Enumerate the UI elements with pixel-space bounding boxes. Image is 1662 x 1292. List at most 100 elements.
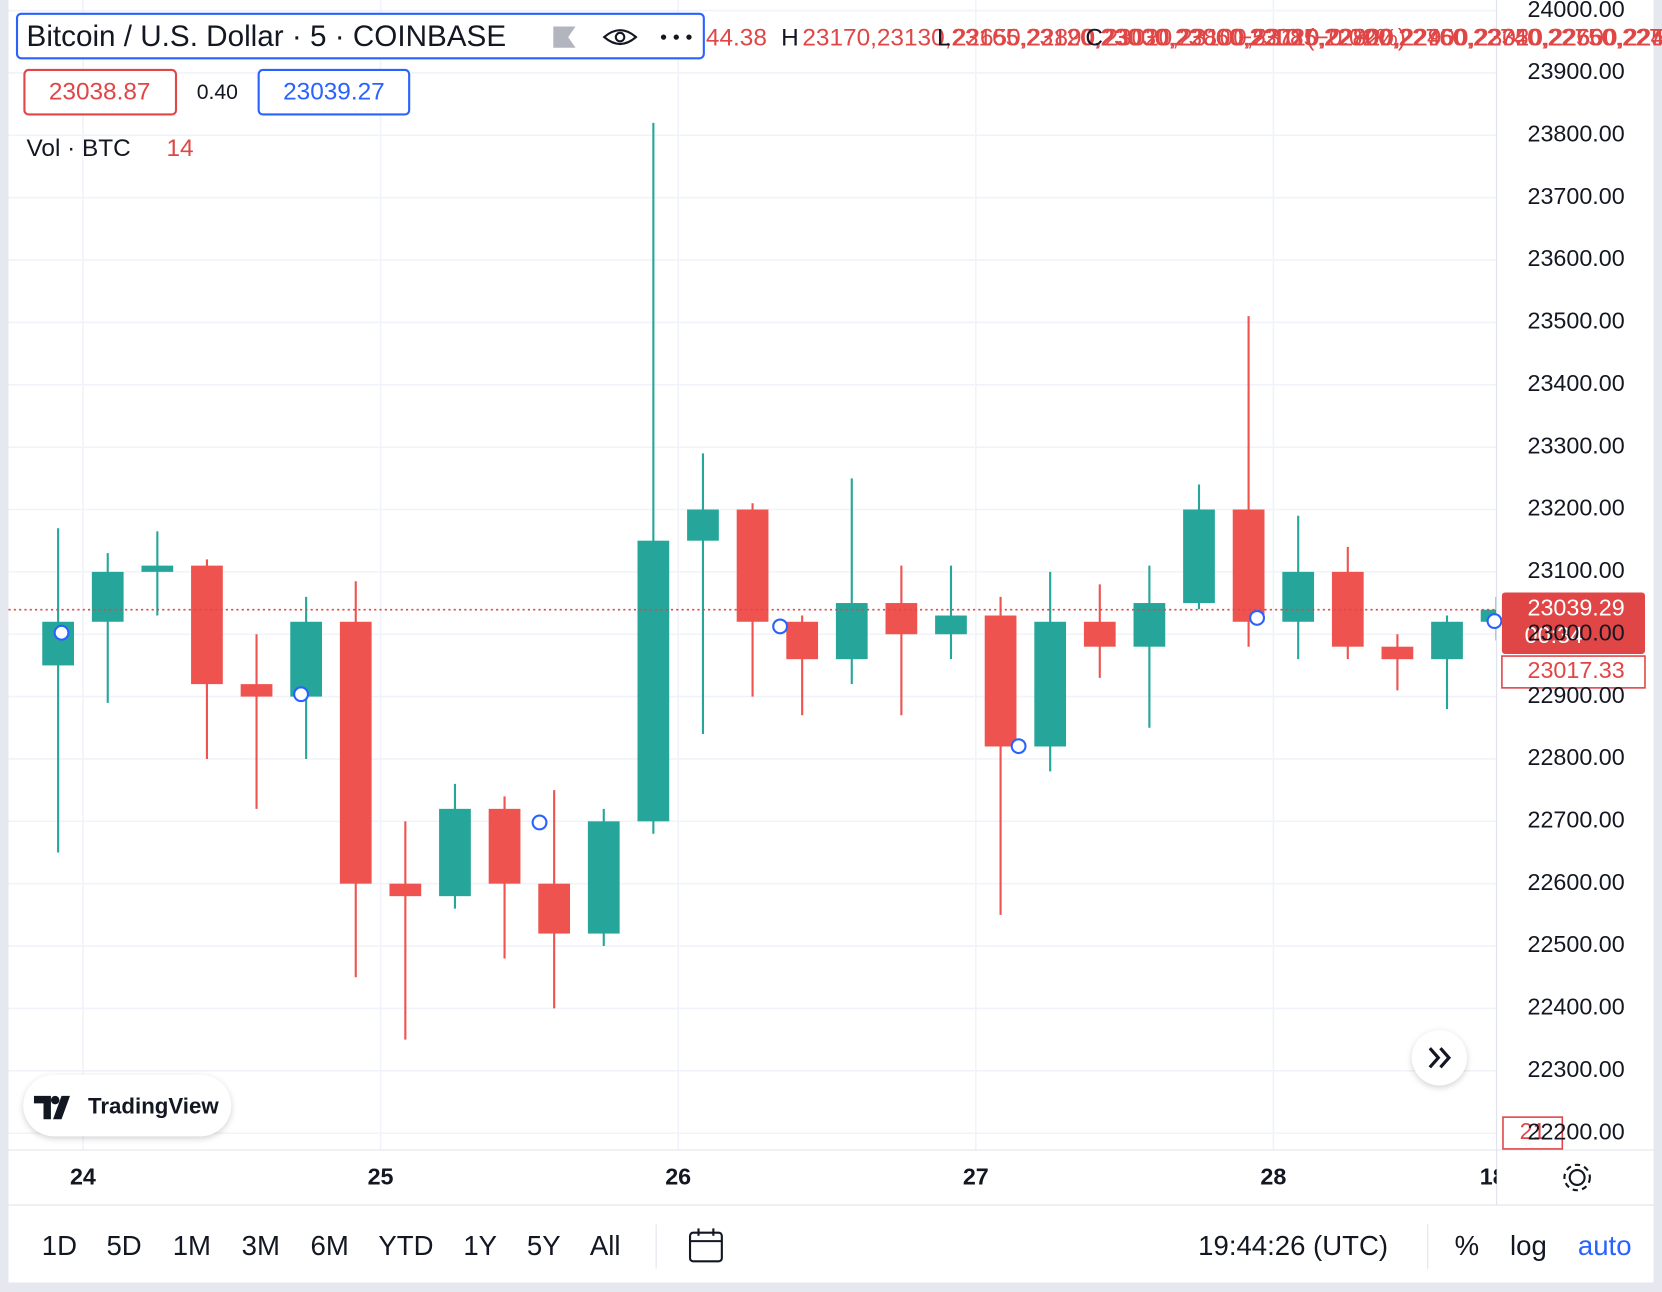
candle-body xyxy=(786,621,819,660)
range-button[interactable]: YTD xyxy=(378,1230,433,1261)
event-marker[interactable] xyxy=(1010,738,1027,755)
y-tick-label: 22800.00 xyxy=(1528,744,1625,770)
range-button[interactable]: 1D xyxy=(42,1230,77,1261)
x-tick-label: 26 xyxy=(665,1164,691,1190)
y-tick-label: 23900.00 xyxy=(1528,58,1625,84)
candle-body xyxy=(141,565,174,572)
candle-body xyxy=(1034,621,1067,747)
y-tick-label: 23700.00 xyxy=(1528,183,1625,209)
y-tick-label: 22200.00 xyxy=(1528,1118,1625,1144)
range-button[interactable]: 5D xyxy=(106,1230,141,1261)
event-marker[interactable] xyxy=(1249,609,1266,626)
ask-value: 23039.27 xyxy=(283,79,385,106)
low-value: 22650,22890,23030,22800,22720,22800,2245… xyxy=(953,25,1662,52)
event-markers xyxy=(53,609,1503,831)
candle-body xyxy=(885,603,918,635)
scroll-icon xyxy=(1428,1047,1452,1069)
x-tick-label: 25 xyxy=(368,1164,394,1190)
y-tick-label: 22600.00 xyxy=(1528,869,1625,895)
symbol-box[interactable] xyxy=(15,12,705,60)
y-tick-label: 22500.00 xyxy=(1528,931,1625,957)
event-marker[interactable] xyxy=(772,618,789,635)
countdown: 00:34 xyxy=(1525,622,1583,648)
y-tick-label: 22700.00 xyxy=(1528,806,1625,832)
close-label: C xyxy=(1085,25,1103,52)
candle-body xyxy=(984,615,1017,747)
high-label: H xyxy=(781,25,799,52)
calendar-icon[interactable] xyxy=(688,1228,723,1263)
candle-body xyxy=(935,615,967,635)
brand-badge[interactable] xyxy=(23,1074,232,1137)
range-buttons: 1D 5D 1M 3M 6M YTD 1Y 5Y All xyxy=(42,1230,621,1261)
y-tick-label: 23100.00 xyxy=(1528,557,1625,583)
volume-axis-box xyxy=(1502,1116,1564,1150)
y-tick-label: 23600.00 xyxy=(1528,245,1625,271)
y-tick-label: 22400.00 xyxy=(1528,994,1625,1020)
last-price-label: 23039.29 xyxy=(1528,595,1625,621)
volume-label: Vol · BTC xyxy=(27,135,131,162)
second-price-label: 23017.33 xyxy=(1528,657,1625,683)
candle-body xyxy=(191,565,223,685)
overlay: 44.38 Bitcoin / U.S. Dollar · 5 · COINBA… xyxy=(8,0,1662,1269)
eye-icon[interactable] xyxy=(602,29,638,46)
open-value: 44.38 xyxy=(706,25,767,52)
brand-name: TradingView xyxy=(88,1093,219,1118)
close-value: 23020,23100,23110,22920,22900,23020,2260… xyxy=(1104,25,1662,52)
candle-body xyxy=(339,621,372,884)
x-tick-label: 24 xyxy=(70,1164,96,1190)
event-marker[interactable] xyxy=(53,624,70,641)
event-marker[interactable] xyxy=(531,814,548,831)
y-tick-label: 23800.00 xyxy=(1528,120,1625,146)
flag-icon[interactable] xyxy=(553,26,576,48)
candle-body xyxy=(687,509,719,541)
candle-body xyxy=(1083,621,1116,647)
clock[interactable]: 19:44:26 (UTC) xyxy=(1198,1230,1388,1261)
candle-body xyxy=(488,808,521,884)
brand-logo-dot xyxy=(50,1095,60,1105)
event-marker[interactable] xyxy=(1486,613,1503,630)
auto-toggle[interactable]: auto xyxy=(1578,1230,1632,1261)
range-button[interactable]: 1Y xyxy=(463,1230,497,1261)
candle-body xyxy=(1282,571,1315,622)
candle-body xyxy=(290,621,323,697)
settings-icon[interactable] xyxy=(1563,1163,1591,1192)
range-button[interactable]: 3M xyxy=(242,1230,280,1261)
candles xyxy=(8,122,1497,1040)
candle-body xyxy=(1232,509,1265,622)
low-label: L xyxy=(937,25,951,52)
candle-body xyxy=(389,883,422,897)
candle-body xyxy=(835,603,868,660)
more-icon[interactable] xyxy=(660,34,692,40)
log-toggle[interactable]: log xyxy=(1510,1230,1547,1261)
range-button[interactable]: 6M xyxy=(311,1230,349,1261)
range-button[interactable]: All xyxy=(590,1230,621,1261)
ask-box[interactable] xyxy=(257,68,411,116)
y-tick-label: 23000.00 xyxy=(1528,619,1625,645)
candle-body xyxy=(736,509,769,622)
y-tick-label: 23400.00 xyxy=(1528,370,1625,396)
y-tick-label: 24000.00 xyxy=(1528,0,1625,22)
last-price-box xyxy=(1501,592,1645,654)
candle-body xyxy=(439,808,471,897)
candle-body xyxy=(91,571,124,622)
y-tick-label: 22300.00 xyxy=(1528,1056,1625,1082)
second-price-box xyxy=(1501,655,1646,689)
bid-box[interactable] xyxy=(23,68,178,116)
bid-value: 23038.87 xyxy=(49,79,151,106)
candle-body xyxy=(637,540,670,822)
change-value: −5.10 (−0.02%) xyxy=(1238,25,1406,52)
volume-value: 14 xyxy=(166,135,193,162)
percent-toggle[interactable]: % xyxy=(1455,1230,1480,1261)
high-value: 23170,23130,23165,23120,23000,23060,2308… xyxy=(802,25,1662,52)
candle-body xyxy=(1331,571,1364,647)
event-marker[interactable] xyxy=(293,686,310,703)
y-tick-label: 23200.00 xyxy=(1528,495,1625,521)
chart-background xyxy=(8,0,1654,1283)
volume-axis-label: 21 xyxy=(1520,1118,1546,1144)
x-tick-label: 28 xyxy=(1260,1164,1286,1190)
x-axis: 24 25 26 27 28 18: xyxy=(70,1164,1497,1190)
range-button[interactable]: 5Y xyxy=(527,1230,561,1261)
range-button[interactable]: 1M xyxy=(173,1230,211,1261)
